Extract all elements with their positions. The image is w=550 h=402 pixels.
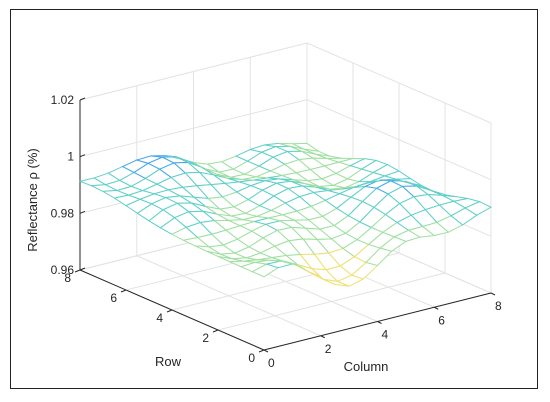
- y-tick-mark: [258, 349, 265, 353]
- y-tick-mark: [120, 289, 127, 293]
- z-tick-mark: [79, 267, 86, 271]
- x-tick-mark: [320, 335, 325, 339]
- surface-mesh: [78, 142, 493, 287]
- x-tick-mark: [377, 321, 382, 324]
- y-tick-mark: [74, 269, 81, 273]
- x-tick-mark: [490, 292, 496, 296]
- x-tick-label: 2: [325, 342, 332, 356]
- x-tick-label: 8: [495, 299, 502, 313]
- y-tick-label: 6: [110, 291, 117, 305]
- x-tick-mark: [263, 349, 269, 353]
- z-tick-label: 0.96: [51, 263, 75, 277]
- x-axis-label: Column: [344, 359, 389, 374]
- y-tick-label: 0: [248, 351, 255, 365]
- y-tick-mark: [212, 329, 219, 333]
- z-axis-label: Reflectance ρ (%): [25, 148, 40, 252]
- z-tick-label: 1.02: [51, 93, 75, 107]
- z-tick-label: 0.98: [51, 206, 75, 220]
- y-tick-label: 8: [64, 271, 71, 285]
- y-tick-mark: [166, 309, 173, 313]
- x-tick-label: 4: [382, 328, 389, 342]
- z-tick-mark: [79, 97, 86, 101]
- surface-patch: [464, 201, 493, 216]
- y-tick-label: 4: [156, 311, 163, 325]
- y-tick-label: 2: [202, 331, 209, 345]
- x-tick-mark: [434, 306, 439, 310]
- z-tick-label: 1: [67, 150, 74, 164]
- z-tick-mark: [79, 210, 86, 214]
- x-tick-label: 0: [268, 356, 275, 370]
- z-tick-mark: [79, 154, 86, 158]
- y-axis-label: Row: [155, 354, 182, 369]
- x-tick-label: 6: [438, 313, 445, 327]
